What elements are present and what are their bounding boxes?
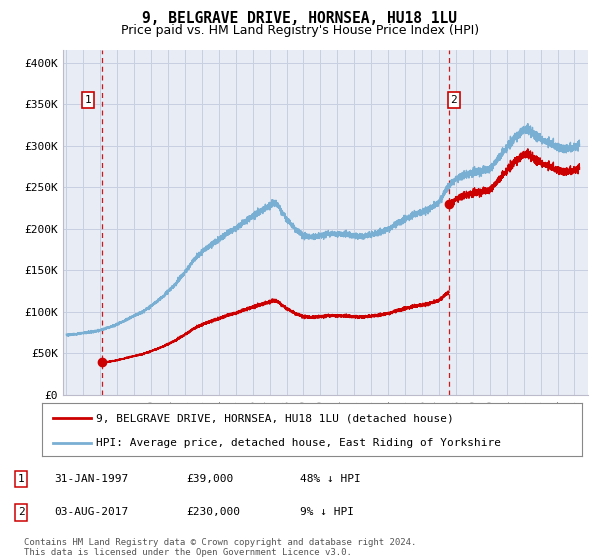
Text: 31-JAN-1997: 31-JAN-1997 (54, 474, 128, 484)
Text: 1: 1 (17, 474, 25, 484)
Text: 9, BELGRAVE DRIVE, HORNSEA, HU18 1LU (detached house): 9, BELGRAVE DRIVE, HORNSEA, HU18 1LU (de… (96, 413, 454, 423)
Text: £39,000: £39,000 (186, 474, 233, 484)
Text: 9, BELGRAVE DRIVE, HORNSEA, HU18 1LU: 9, BELGRAVE DRIVE, HORNSEA, HU18 1LU (143, 11, 458, 26)
Text: 2: 2 (451, 95, 457, 105)
Text: 03-AUG-2017: 03-AUG-2017 (54, 507, 128, 517)
Text: 2: 2 (17, 507, 25, 517)
Text: Price paid vs. HM Land Registry's House Price Index (HPI): Price paid vs. HM Land Registry's House … (121, 24, 479, 36)
Text: HPI: Average price, detached house, East Riding of Yorkshire: HPI: Average price, detached house, East… (96, 438, 501, 448)
Text: 1: 1 (85, 95, 91, 105)
Text: £230,000: £230,000 (186, 507, 240, 517)
Text: 9% ↓ HPI: 9% ↓ HPI (300, 507, 354, 517)
Text: 48% ↓ HPI: 48% ↓ HPI (300, 474, 361, 484)
Text: Contains HM Land Registry data © Crown copyright and database right 2024.
This d: Contains HM Land Registry data © Crown c… (24, 538, 416, 557)
